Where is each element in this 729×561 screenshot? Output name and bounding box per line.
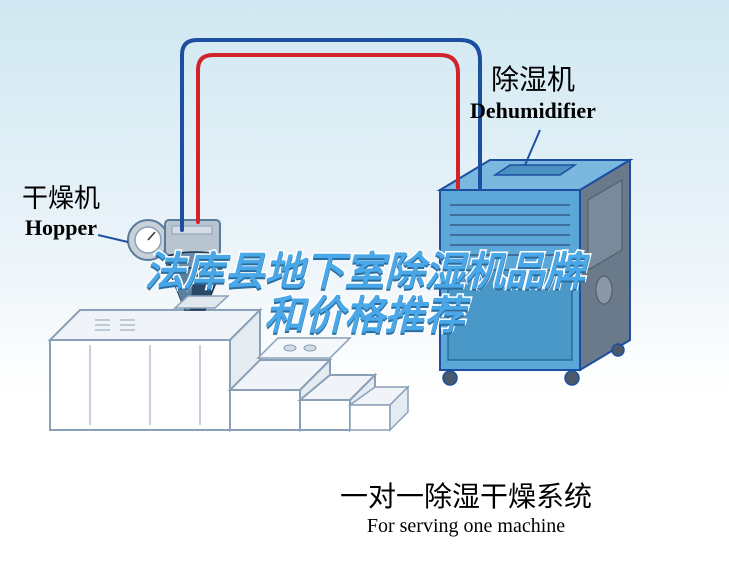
label-hopper-cn: 干燥机 <box>22 178 100 215</box>
label-dehumidifier-en: Dehumidifier <box>470 98 596 124</box>
label-dehumidifier: 除湿机 Dehumidifier <box>470 58 596 124</box>
banner-title: 法库县地下室除湿机品牌 和价格推荐 <box>145 250 585 338</box>
banner-line1: 法库县地下室除湿机品牌 <box>145 250 585 294</box>
label-dehumidifier-cn: 除湿机 <box>470 58 596 98</box>
label-system-cn: 一对一除湿干燥系统 <box>340 475 592 515</box>
banner-line2: 和价格推荐 <box>145 294 585 338</box>
label-hopper-en: Hopper <box>22 215 100 241</box>
label-system: 一对一除湿干燥系统 For serving one machine <box>340 475 592 538</box>
label-line-hopper <box>98 235 128 242</box>
label-hopper: 干燥机 Hopper <box>22 178 100 241</box>
pipe-blue <box>182 40 480 230</box>
pipe-red <box>198 55 458 222</box>
label-system-en: For serving one machine <box>340 515 592 538</box>
